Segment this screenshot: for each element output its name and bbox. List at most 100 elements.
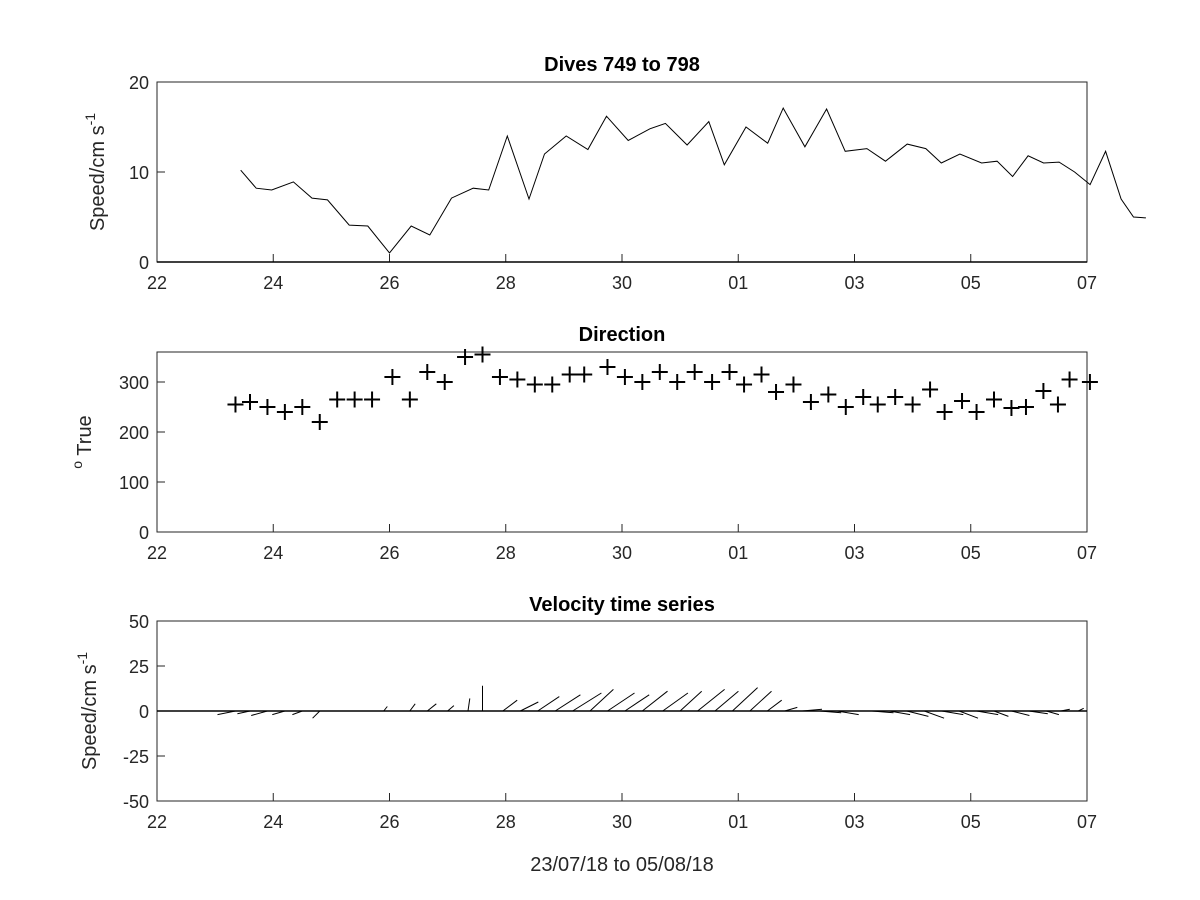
velocity-vector <box>1078 707 1084 712</box>
direction-point <box>509 371 526 388</box>
direction-y-tick-label: 0 <box>139 523 149 543</box>
direction-point <box>227 396 244 413</box>
direction-point <box>721 364 738 380</box>
speed-y-axis-label-base: Speed/cm s <box>87 125 109 231</box>
velocity-x-tick-label: 30 <box>612 812 632 832</box>
direction-y-tick-label: 100 <box>119 473 149 493</box>
direction-point <box>837 399 854 415</box>
direction-point <box>616 369 633 385</box>
direction-point <box>887 389 904 405</box>
direction-x-tick-label: 05 <box>961 543 981 563</box>
velocity-y-tick-label: 0 <box>139 702 149 722</box>
velocity-vector <box>993 710 1009 717</box>
direction-point <box>1049 396 1066 413</box>
direction-point <box>686 364 703 380</box>
velocity-vector <box>409 703 416 712</box>
velocity-vector <box>697 689 725 712</box>
direction-x-tick-label: 07 <box>1077 543 1097 563</box>
direction-point <box>561 366 578 383</box>
velocity-vector <box>662 692 689 712</box>
velocity-vector <box>749 690 772 712</box>
direction-point <box>1061 371 1078 388</box>
velocity-vector <box>554 694 581 712</box>
speed-x-tick-label: 03 <box>844 273 864 293</box>
direction-point <box>936 404 953 420</box>
velocity-panel-title: Velocity time series <box>529 594 715 616</box>
direction-point <box>491 369 508 385</box>
direction-point <box>1081 374 1098 390</box>
velocity-vector <box>679 690 703 712</box>
velocity-vector <box>924 710 945 719</box>
direction-point <box>346 391 363 408</box>
velocity-vector <box>976 710 999 716</box>
speed-x-tick-label: 28 <box>496 273 516 293</box>
velocity-vector <box>1060 708 1070 712</box>
direction-point <box>526 376 543 393</box>
velocity-vector <box>312 710 321 719</box>
speed-panel-title: Dives 749 to 798 <box>544 54 700 76</box>
velocity-vector <box>467 698 471 712</box>
velocity-vector <box>958 710 979 719</box>
direction-point <box>634 374 651 390</box>
velocity-vector <box>837 710 859 716</box>
velocity-vector <box>784 706 798 712</box>
direction-point <box>457 349 474 365</box>
velocity-x-tick-label: 26 <box>379 812 399 832</box>
velocity-vector <box>624 694 650 712</box>
speed-x-tick-label: 05 <box>961 273 981 293</box>
velocity-vector <box>1046 710 1060 716</box>
velocity-vector <box>607 692 635 712</box>
speed-x-ticks: 22 24 26 28 30 01 03 05 07 <box>147 254 1097 293</box>
direction-point <box>401 391 418 408</box>
direction-y-tick-label: 300 <box>119 373 149 393</box>
velocity-vector <box>272 710 286 716</box>
velocity-x-tick-label: 28 <box>496 812 516 832</box>
velocity-vector <box>447 705 455 712</box>
velocity-vector <box>1011 710 1030 716</box>
direction-x-tick-label: 28 <box>496 543 516 563</box>
velocity-vector <box>766 699 783 712</box>
direction-point <box>869 396 886 413</box>
velocity-y-tick-label: 25 <box>129 657 149 677</box>
direction-point <box>436 374 453 390</box>
direction-y-axis-label: o True <box>69 415 96 468</box>
direction-x-tick-label: 22 <box>147 543 167 563</box>
direction-point <box>474 346 491 363</box>
direction-point <box>329 391 346 408</box>
speed-x-tick-label: 30 <box>612 273 632 293</box>
velocity-x-ticks: 22 24 26 28 30 01 03 05 07 <box>147 793 1097 832</box>
direction-point <box>954 393 971 409</box>
velocity-vector <box>941 710 964 716</box>
speed-x-tick-label: 01 <box>728 273 748 293</box>
speed-y-ticks: 0 10 20 <box>129 73 165 273</box>
velocity-y-axis-label: Speed/cm s-1 <box>74 652 101 770</box>
velocity-y-tick-label: -50 <box>123 792 149 812</box>
velocity-y-tick-label: -25 <box>123 747 149 767</box>
velocity-vector <box>802 708 823 712</box>
direction-point <box>922 381 939 398</box>
velocity-vector <box>292 710 303 716</box>
velocity-vector <box>237 710 251 715</box>
speed-y-tick-label: 0 <box>139 253 149 273</box>
velocity-y-tick-label: 50 <box>129 612 149 632</box>
speed-x-tick-label: 24 <box>263 273 283 293</box>
direction-point <box>1017 399 1034 415</box>
velocity-vector <box>732 687 758 712</box>
direction-point <box>904 396 921 413</box>
direction-y-ticks: 0 100 200 300 <box>119 373 165 543</box>
velocity-vector <box>502 699 518 712</box>
velocity-vector <box>906 710 929 717</box>
velocity-series <box>157 685 1087 719</box>
speed-panel: Dives 749 to 798 Speed/cm s-1 22 24 26 28 30… <box>82 54 1146 293</box>
velocity-vector <box>889 710 911 716</box>
speed-y-tick-label: 20 <box>129 73 149 93</box>
velocity-vector <box>871 710 894 714</box>
direction-series <box>227 346 1098 430</box>
direction-point <box>419 364 436 380</box>
velocity-x-axis-label: 23/07/18 to 05/08/18 <box>530 854 714 876</box>
direction-point <box>651 364 668 380</box>
direction-point <box>242 394 258 410</box>
velocity-vector <box>537 696 560 712</box>
velocity-x-tick-label: 07 <box>1077 812 1097 832</box>
